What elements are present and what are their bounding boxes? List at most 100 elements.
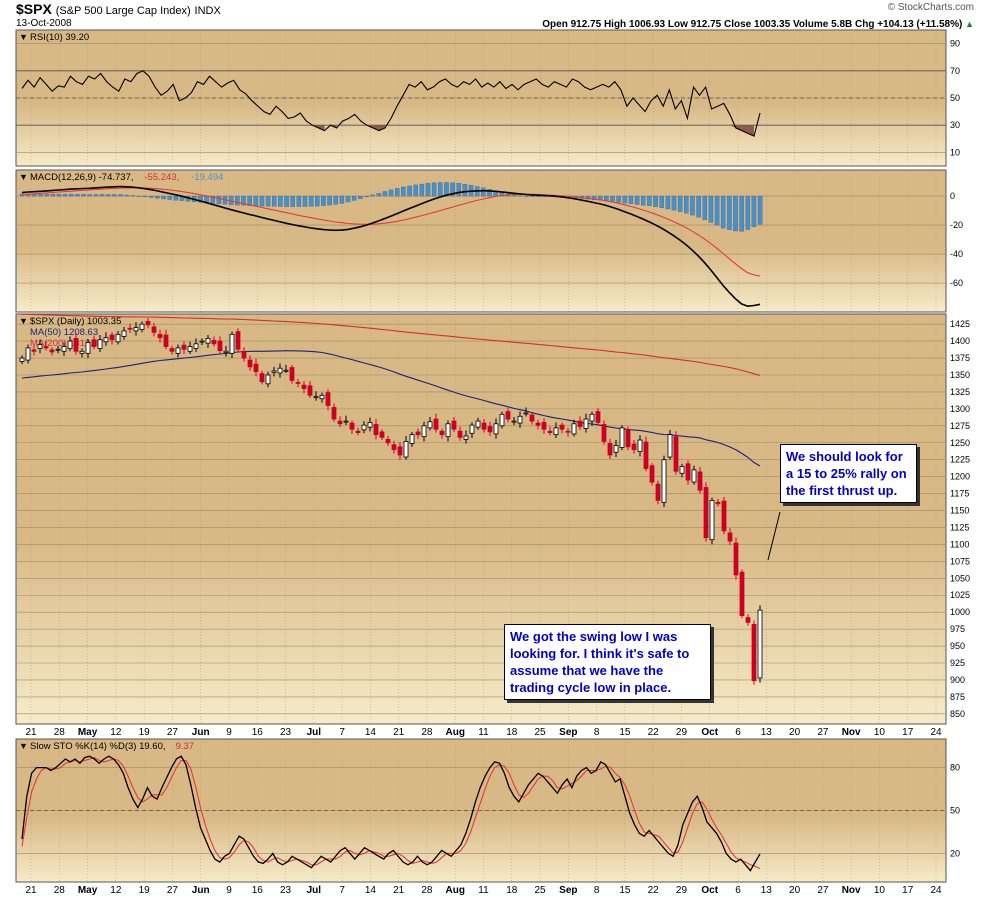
stochastic-x-tick-label: 21 [25,885,37,896]
rsi-legend-marker: ▼ [19,32,28,42]
candle-body [355,430,361,433]
macd-histogram-bar [118,194,123,197]
price-x-tick-label: 18 [506,727,518,738]
rsi-line [21,70,761,137]
candle-body [481,422,487,430]
price-x-tick-label: 9 [226,727,232,738]
price-x-tick-label: Sep [559,727,577,738]
macd-histogram-bar [290,195,295,207]
macd-histogram-bar [659,195,664,208]
candle-body [445,423,451,438]
macd-histogram-bar [112,194,117,197]
candle-body [313,396,319,399]
macd-histogram-bar [425,183,431,197]
stochastic-x-tick-label: 15 [619,885,631,896]
macd-histogram-bar [530,195,535,197]
candle-body [289,367,295,381]
stochastic-x-tick-label: 14 [365,885,377,896]
macd-line [21,185,761,308]
price-tick-label: 1125 [950,522,969,532]
macd-histogram-bar [591,195,597,200]
stochastic-x-tick-label: Nov [842,885,861,896]
stochastic-x-tick-label: 27 [167,885,179,896]
price-legend-marker: ▼ [19,316,28,326]
stochastic-x-tick-label: 7 [339,885,345,896]
macd-histogram-bar [622,195,628,204]
rsi-oversold-fill [729,125,736,128]
candle-body [367,422,373,428]
macd-histogram-bar [167,195,172,200]
candle-body [493,423,499,435]
macd-histogram-bar [665,195,671,210]
candle-body [439,430,445,436]
candle-body [601,424,607,442]
macd-histogram-bar [339,195,345,204]
macd-histogram-bar [253,195,259,206]
macd-histogram-bar [56,193,62,197]
candle-body [589,413,595,422]
candle-body [61,346,67,352]
candle-body [571,423,577,435]
macd-histogram-bar [708,195,714,223]
stochastic-x-tick-label: May [78,885,98,896]
price-tick-label: 1075 [950,556,970,566]
candle-body [175,347,181,354]
stochastic-x-tick-label: 9 [226,885,232,896]
ohlc-readout: Open 912.75 High 1006.93 Low 912.75 Clos… [542,19,974,30]
candle-body [619,427,625,448]
price-tick-label: 1025 [950,590,970,600]
price-tick-label: 975 [950,624,965,634]
candle-body [397,446,403,456]
macd-histogram-bar [87,194,93,197]
stochastic-legend-item: Slow STO %K(14) %D(3) 19.60, [30,741,166,752]
candle-body [283,369,289,372]
macd-histogram-bar [50,193,56,197]
candle-body [271,370,277,373]
candle-body [337,420,343,425]
macd-tick-label: -20 [950,220,963,230]
candle-body [667,434,673,458]
stochastic-legend-item: 9.37 [176,741,195,752]
macd-histogram-bar [308,195,314,207]
price-legend-item: $SPX (Daily) 1003.35 [30,316,121,327]
macd-histogram-bar [456,183,461,197]
price-x-tick-label: 17 [902,727,914,738]
rsi-tick-label: 30 [950,120,960,130]
annotation-pointer [767,511,781,561]
macd-histogram-bar [75,194,80,197]
macd-histogram-bar [376,193,382,197]
ma50-line [21,350,761,467]
price-tick-label: 1175 [950,489,969,499]
candle-body [217,340,223,351]
candle-body [241,350,247,359]
candle-body [733,542,739,576]
macd-tick-label: -60 [950,278,963,288]
macd-histogram-bar [345,195,351,203]
credit-text: © StockCharts.com [887,2,974,13]
macd-legend-item: MACD(12,26,9) -74.737, [30,172,134,183]
candle-body [73,337,79,352]
rsi-oversold-fill [372,125,379,131]
candle-body [37,344,43,349]
macd-histogram-bar [720,195,726,229]
annotation-top: We should look for a 15 to 25% rally on … [780,444,917,503]
candle-body [163,334,169,347]
price-tick-label: 1325 [950,387,970,397]
candle-body [49,349,55,353]
rsi-legend-item: RSI(10) 39.20 [30,32,89,43]
exchange-text: INDX [194,5,221,17]
macd-histogram-bar [62,193,68,197]
candle-body [721,500,727,532]
price-x-tick-label: Aug [445,727,464,738]
candle-body [277,367,283,374]
macd-histogram-bar [757,195,763,225]
price-tick-label: 950 [950,641,965,651]
stochastic-x-tick-label: 19 [139,885,151,896]
stochastic-x-tick-label: 13 [761,885,773,896]
price-tick-label: 875 [950,692,965,702]
candle-body [415,431,421,436]
price-tick-label: 1400 [950,336,970,346]
price-x-tick-label: 21 [393,727,405,738]
candle-body [637,439,643,452]
candle-body [553,427,559,436]
